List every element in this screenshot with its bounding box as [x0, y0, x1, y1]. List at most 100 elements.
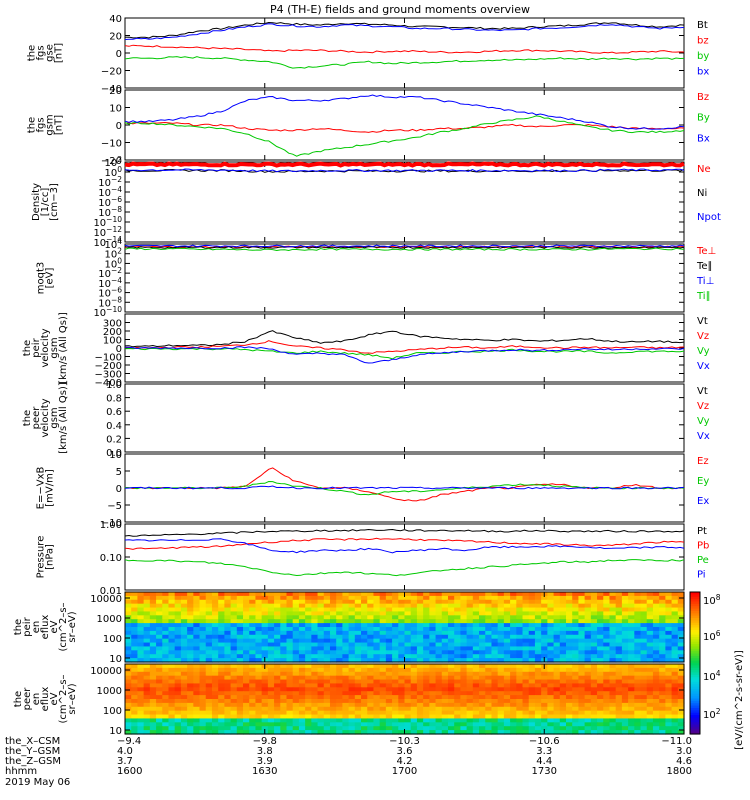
heatmap-cell [640, 691, 648, 696]
heatmap-cell [435, 630, 443, 636]
heatmap-cell [354, 634, 362, 640]
heatmap-cell [528, 638, 536, 644]
heatmap-cell [323, 619, 331, 624]
heatmap-cell [578, 695, 586, 700]
heatmap-cell [454, 675, 461, 681]
heatmap-cell [236, 710, 244, 716]
heatmap-cell [572, 683, 580, 688]
heatmap-cell [541, 630, 548, 636]
heatmap-cell [665, 702, 673, 708]
heatmap-cell [174, 595, 182, 601]
heatmap-cell [466, 699, 474, 704]
heatmap-cell [329, 599, 337, 605]
colorbar-swatch [690, 712, 700, 716]
heatmap-cell [168, 654, 176, 659]
heatmap-cell [628, 710, 635, 716]
heatmap-cell [267, 687, 275, 692]
heatmap-cell [298, 730, 306, 735]
heatmap-cell [665, 611, 673, 616]
colorbar-swatch [690, 641, 700, 645]
heatmap-cell [298, 619, 306, 624]
heatmap-cell [541, 646, 548, 651]
heatmap-cell [305, 607, 312, 613]
heatmap-cell [336, 654, 343, 659]
heatmap-cell [429, 603, 437, 609]
heatmap-cell [174, 675, 182, 681]
heatmap-cell [131, 699, 139, 704]
heatmap-cell [671, 650, 679, 655]
heatmap-cell [603, 714, 611, 720]
heatmap-cell [323, 638, 331, 644]
heatmap-cell [125, 623, 132, 628]
heatmap-cell [534, 654, 542, 659]
heatmap-cell [423, 619, 430, 624]
heatmap-cell [528, 691, 536, 696]
heatmap-cell [336, 710, 343, 716]
heatmap-cell [149, 595, 157, 601]
heatmap-cell [348, 710, 356, 716]
panel-ylabel: moqt3[eV] [36, 262, 56, 295]
heatmap-cell [572, 619, 580, 624]
heatmap-cell [597, 642, 604, 648]
heatmap-cell [572, 595, 580, 601]
heatmap-cell [156, 718, 163, 723]
heatmap-cell [634, 638, 642, 644]
heatmap-cell [441, 726, 449, 731]
heatmap-cell [149, 683, 157, 688]
y-tick-label: 1000 [97, 614, 122, 625]
heatmap-cell [156, 603, 163, 609]
heatmap-cell [522, 714, 530, 720]
heatmap-cell [342, 730, 350, 735]
heatmap-cell [565, 615, 573, 620]
heatmap-cell [677, 679, 685, 685]
heatmap-cell [311, 642, 319, 648]
heatmap-cell [243, 679, 250, 685]
heatmap-cell [211, 650, 219, 655]
heatmap-cell [528, 592, 536, 597]
heatmap-cell [286, 592, 294, 597]
heatmap-cell [398, 671, 406, 677]
heatmap-cell [317, 691, 325, 696]
heatmap-cell [590, 730, 598, 735]
heatmap-cell [615, 627, 623, 632]
heatmap-cell [597, 599, 604, 605]
heatmap-cell [267, 646, 275, 651]
heatmap-cell [671, 726, 679, 731]
heatmap-cell [479, 638, 486, 644]
heatmap-cell [572, 730, 580, 735]
heatmap-cell [485, 627, 493, 632]
heatmap-cell [143, 687, 151, 692]
heatmap-cell [565, 710, 573, 716]
heatmap-cell [143, 706, 151, 712]
heatmap-cell [628, 726, 635, 731]
heatmap-cell [565, 679, 573, 685]
series-line-npot [124, 168, 685, 173]
heatmap-cell [634, 654, 642, 659]
y-tick-label: 10−8 [98, 205, 122, 219]
heatmap-cell [404, 623, 412, 628]
heatmap-cell [485, 642, 493, 648]
heatmap-cell [255, 623, 263, 628]
heatmap-cell [485, 650, 493, 655]
heatmap-cell [565, 699, 573, 704]
heatmap-cell [472, 654, 480, 659]
footer-value-z: 4.6 [676, 756, 692, 767]
colorbar-swatch [690, 705, 700, 709]
heatmap-cell [603, 667, 611, 673]
heatmap-cell [609, 611, 617, 616]
heatmap-cell [423, 623, 430, 628]
heatmap-cell [125, 634, 132, 640]
heatmap-cell [497, 599, 505, 605]
heatmap-cell [646, 650, 654, 655]
heatmap-cell [385, 714, 393, 720]
heatmap-cell [634, 695, 642, 700]
heatmap-cell [230, 675, 238, 681]
heatmap-cell [485, 726, 493, 731]
legend-ne: Ne [697, 164, 711, 175]
heatmap-cell [584, 702, 592, 708]
heatmap-cell [584, 650, 592, 655]
heatmap-cell [187, 726, 194, 731]
heatmap-cell [143, 623, 151, 628]
heatmap-cell [342, 619, 350, 624]
heatmap-cell [292, 595, 300, 601]
